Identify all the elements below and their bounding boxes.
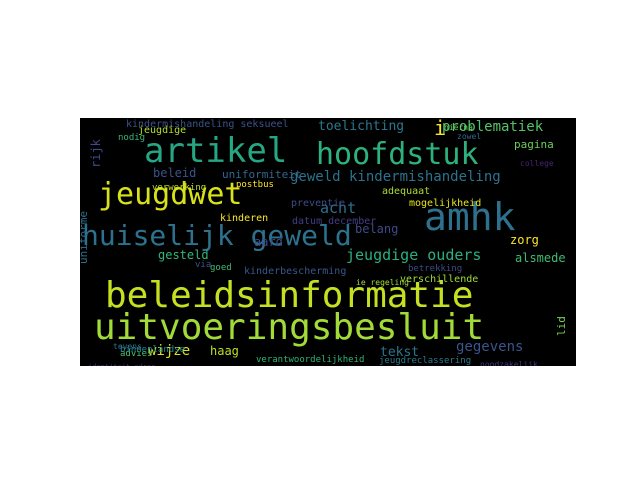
cloud-word: artikel — [144, 131, 288, 171]
cloud-word: gegevens — [456, 339, 524, 355]
cloud-word: noodzakelijk — [480, 360, 538, 367]
cloud-word: preventie — [291, 198, 346, 209]
cloud-word: adequaat — [382, 186, 431, 197]
cloud-word: geweld kindermishandeling — [290, 169, 501, 185]
cloud-word: college — [520, 159, 554, 168]
cloud-word: wijze — [148, 343, 191, 359]
cloud-word: rijk — [89, 139, 103, 168]
cloud-word: uitvoeringsbesluit — [94, 307, 485, 348]
cloud-word: uniformiteit — [222, 168, 302, 181]
cloud-word: gesteld — [158, 248, 209, 262]
cloud-word: zowel — [457, 132, 482, 141]
cloud-word: alsmede — [515, 251, 566, 265]
cloud-word: amhk — [424, 195, 516, 239]
cloud-word: toelichting — [318, 119, 405, 134]
cloud-word: jeugdwet — [98, 177, 243, 212]
cloud-word: postbus — [236, 180, 274, 190]
cloud-word: huiselijk geweld — [82, 219, 352, 252]
cloud-word: aard — [254, 235, 283, 249]
cloud-word: betrekking — [408, 264, 463, 274]
cloud-word: belang — [355, 222, 399, 236]
cloud-word: zorg — [510, 233, 539, 247]
cloud-word: advies — [120, 349, 153, 359]
cloud-word: jeugdige ouders — [346, 246, 482, 264]
cloud-word: tekst — [380, 345, 420, 360]
word-cloud: beleidsinformatie uitvoeringsbesluit huise… — [80, 118, 576, 366]
cloud-word: verantwoordelijkheid — [256, 355, 365, 365]
cloud-word: tevens — [113, 342, 142, 351]
cloud-word: haag — [210, 344, 239, 358]
cloud-word: goed — [210, 263, 232, 273]
cloud-word: hierna — [444, 123, 473, 132]
cloud-word: lid — [555, 316, 568, 336]
cloud-word: jeugdreclassering — [379, 356, 472, 366]
cloud-word: uniforme — [80, 211, 90, 264]
cloud-word: pagina — [514, 138, 554, 151]
cloud-word: verwerking — [152, 183, 207, 193]
cloud-word: binnenlandse — [120, 345, 186, 355]
cloud-word: kinderbescherming — [244, 266, 347, 277]
cloud-word: identiteit adres — [88, 364, 155, 367]
cloud-word: kindermishandeling seksueel — [126, 119, 289, 130]
cloud-word: beleidsinformatie — [105, 275, 474, 316]
cloud-word: datum december — [292, 216, 377, 227]
cloud-word: mogelijkheid — [409, 198, 482, 209]
cloud-word: via — [195, 260, 212, 270]
cloud-word: i — [434, 118, 447, 140]
cloud-word: nodig — [118, 133, 146, 143]
cloud-word: beleid — [153, 166, 197, 180]
cloud-word: kinderen — [220, 213, 269, 224]
cloud-word: verschillende — [400, 274, 479, 285]
cloud-word: ie regeling — [356, 278, 409, 287]
cloud-word: problematiek — [442, 119, 544, 135]
cloud-word: jeugdige — [138, 125, 187, 136]
cloud-word: acht — [320, 199, 357, 217]
cloud-word: hoofdstuk — [316, 137, 479, 172]
